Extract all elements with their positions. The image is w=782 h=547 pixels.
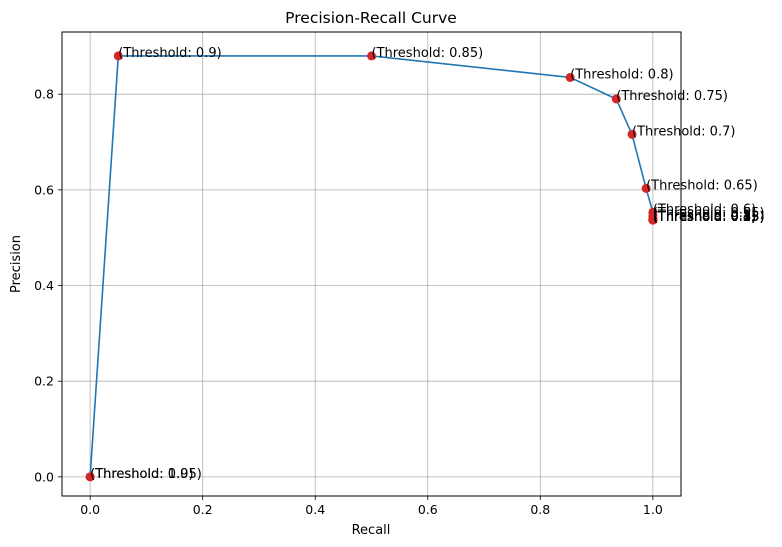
y-tick-label: 0.6 — [34, 182, 54, 197]
threshold-label: (Threshold: 1.0) — [90, 467, 193, 482]
threshold-label: (Threshold: 0.8) — [570, 67, 673, 82]
x-tick-label: 0.0 — [80, 502, 100, 517]
y-axis-ticks: 0.0 0.2 0.4 0.6 0.8 — [34, 87, 62, 484]
threshold-point — [641, 183, 651, 193]
threshold-labels: (Threshold: 1.0)(Threshold: 0.95) (Thresh… — [90, 46, 764, 482]
threshold-label: (Threshold: 0.35) — [653, 210, 765, 225]
threshold-label: (Threshold: 0.6) — [653, 202, 756, 217]
threshold-label: (Threshold: 0.55) — [653, 206, 765, 221]
plot-area-frame — [61, 31, 682, 497]
y-tick-label: 0.0 — [34, 469, 54, 484]
x-tick-label: 0.4 — [305, 502, 325, 517]
threshold-label: (Threshold: 0.95) — [90, 467, 202, 482]
threshold-point — [611, 94, 621, 104]
threshold-label: (Threshold: 0.15) — [653, 210, 765, 225]
threshold-label: (Threshold: 0.45) — [653, 210, 765, 225]
threshold-point — [113, 51, 123, 61]
threshold-label: (Threshold: 0.25) — [653, 210, 765, 225]
x-axis-ticks: 0.0 0.2 0.4 0.6 0.8 1.0 — [80, 496, 663, 517]
threshold-point — [627, 129, 637, 139]
threshold-label: (Threshold: 0.75) — [616, 89, 728, 104]
y-axis-label: Precision — [9, 235, 24, 293]
threshold-point — [648, 215, 658, 225]
grid-lines — [62, 32, 681, 496]
threshold-label: (Threshold: 0.65) — [646, 178, 758, 193]
threshold-label: (Threshold: 0.4) — [653, 210, 756, 225]
y-tick-label: 0.4 — [34, 278, 54, 293]
y-tick-label: 0.2 — [34, 374, 54, 389]
chart-title: Precision-Recall Curve — [285, 9, 457, 27]
threshold-label: (Threshold: 0.2) — [653, 210, 756, 225]
threshold-label: (Threshold: 0.3) — [653, 210, 756, 225]
x-tick-label: 1.0 — [643, 502, 663, 517]
threshold-point — [565, 72, 575, 82]
threshold-label: (Threshold: 0.9) — [118, 46, 221, 61]
x-axis-label: Recall — [352, 523, 391, 538]
threshold-point — [85, 472, 95, 482]
x-tick-label: 0.2 — [193, 502, 213, 517]
threshold-markers — [85, 51, 658, 482]
threshold-label: (Threshold: 0.7) — [632, 124, 735, 139]
threshold-label: (Threshold: 0.5) — [653, 209, 756, 224]
threshold-point — [367, 51, 376, 61]
x-tick-label: 0.8 — [530, 502, 550, 517]
x-tick-label: 0.6 — [418, 502, 438, 517]
y-tick-label: 0.8 — [34, 87, 54, 102]
precision-recall-line — [89, 55, 654, 477]
threshold-label: (Threshold: 0.1) — [653, 210, 756, 225]
threshold-label: (Threshold: 0.85) — [372, 46, 484, 61]
